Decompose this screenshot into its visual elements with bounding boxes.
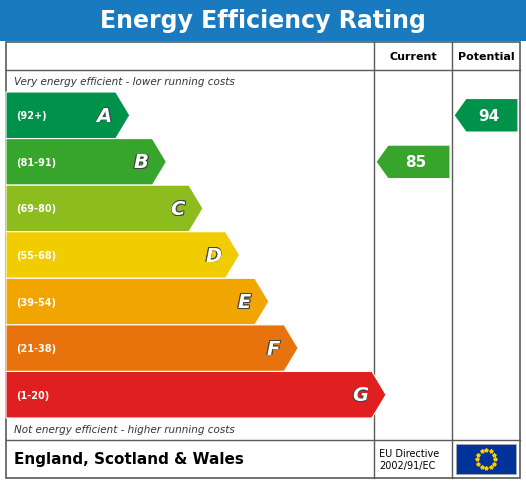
Polygon shape — [376, 146, 450, 179]
Text: E: E — [238, 292, 251, 311]
Text: E: E — [238, 292, 251, 311]
Text: F: F — [268, 338, 281, 357]
Polygon shape — [454, 99, 518, 133]
Text: 2002/91/EC: 2002/91/EC — [379, 460, 436, 470]
Text: F: F — [266, 339, 279, 358]
Text: 94: 94 — [478, 108, 499, 123]
Text: B: B — [133, 152, 148, 171]
Text: D: D — [205, 246, 221, 265]
Text: (92+): (92+) — [16, 111, 47, 121]
Text: (39-54): (39-54) — [16, 297, 56, 307]
Text: C: C — [170, 199, 184, 218]
Text: F: F — [267, 338, 280, 357]
Text: E: E — [237, 292, 250, 311]
Text: D: D — [206, 246, 222, 265]
Text: B: B — [134, 154, 148, 173]
Text: D: D — [205, 245, 221, 264]
Text: E: E — [237, 292, 250, 311]
Text: EU Directive: EU Directive — [379, 448, 439, 458]
Text: F: F — [268, 340, 281, 359]
Bar — [0, 0, 526, 42]
Text: A: A — [96, 107, 111, 126]
Text: D: D — [205, 247, 221, 266]
Text: B: B — [134, 153, 149, 172]
Text: A: A — [97, 107, 113, 126]
Text: A: A — [97, 106, 112, 125]
Text: G: G — [352, 385, 368, 404]
Polygon shape — [6, 279, 269, 325]
Text: G: G — [352, 385, 368, 404]
Text: E: E — [238, 293, 251, 312]
Text: (55-68): (55-68) — [16, 251, 56, 260]
Text: F: F — [267, 340, 280, 359]
Text: (69-80): (69-80) — [16, 204, 56, 214]
Text: F: F — [266, 340, 279, 359]
Text: Energy Efficiency Rating: Energy Efficiency Rating — [100, 9, 426, 33]
Polygon shape — [6, 232, 240, 279]
Text: C: C — [170, 199, 184, 218]
Text: B: B — [134, 152, 149, 171]
Text: A: A — [97, 106, 113, 125]
Bar — [456, 444, 516, 474]
Text: G: G — [352, 386, 368, 405]
Text: E: E — [238, 293, 251, 312]
Text: Current: Current — [389, 52, 437, 62]
Text: B: B — [134, 154, 149, 173]
Text: C: C — [171, 200, 186, 219]
Text: F: F — [267, 339, 280, 358]
Text: A: A — [96, 106, 111, 125]
Polygon shape — [6, 186, 203, 232]
Text: C: C — [171, 199, 186, 218]
Text: B: B — [133, 153, 148, 172]
Text: F: F — [266, 338, 279, 357]
Text: C: C — [171, 199, 185, 218]
Text: England, Scotland & Wales: England, Scotland & Wales — [14, 452, 244, 467]
Text: (21-38): (21-38) — [16, 344, 56, 353]
Text: E: E — [238, 292, 251, 311]
Text: G: G — [351, 385, 367, 404]
Text: G: G — [353, 385, 369, 404]
Polygon shape — [6, 93, 130, 139]
Text: C: C — [171, 200, 185, 219]
Polygon shape — [6, 325, 298, 372]
Text: A: A — [96, 106, 111, 125]
Text: D: D — [205, 247, 221, 266]
Text: G: G — [353, 385, 369, 404]
Text: (1-20): (1-20) — [16, 390, 49, 400]
Text: G: G — [353, 386, 369, 405]
Text: E: E — [237, 293, 250, 312]
Text: C: C — [171, 199, 185, 218]
Text: F: F — [268, 339, 281, 358]
Bar — [6, 43, 520, 478]
Text: Not energy efficient - higher running costs: Not energy efficient - higher running co… — [14, 424, 235, 434]
Text: Very energy efficient - lower running costs: Very energy efficient - lower running co… — [14, 77, 235, 87]
Text: B: B — [133, 154, 148, 173]
Text: (81-91): (81-91) — [16, 157, 56, 167]
Text: A: A — [97, 106, 113, 125]
Text: 85: 85 — [405, 155, 426, 170]
Text: B: B — [134, 153, 148, 172]
Text: Potential: Potential — [458, 52, 514, 62]
Text: A: A — [97, 107, 112, 126]
Text: D: D — [205, 246, 221, 265]
Text: D: D — [206, 245, 222, 264]
Text: C: C — [170, 200, 184, 219]
Text: E: E — [238, 292, 251, 311]
Text: B: B — [134, 152, 148, 171]
Polygon shape — [6, 372, 386, 418]
Text: D: D — [205, 245, 221, 264]
Text: G: G — [351, 385, 367, 404]
Text: A: A — [97, 106, 112, 125]
Text: C: C — [171, 199, 186, 218]
Text: G: G — [351, 386, 367, 405]
Text: D: D — [206, 247, 222, 266]
Polygon shape — [6, 139, 166, 186]
